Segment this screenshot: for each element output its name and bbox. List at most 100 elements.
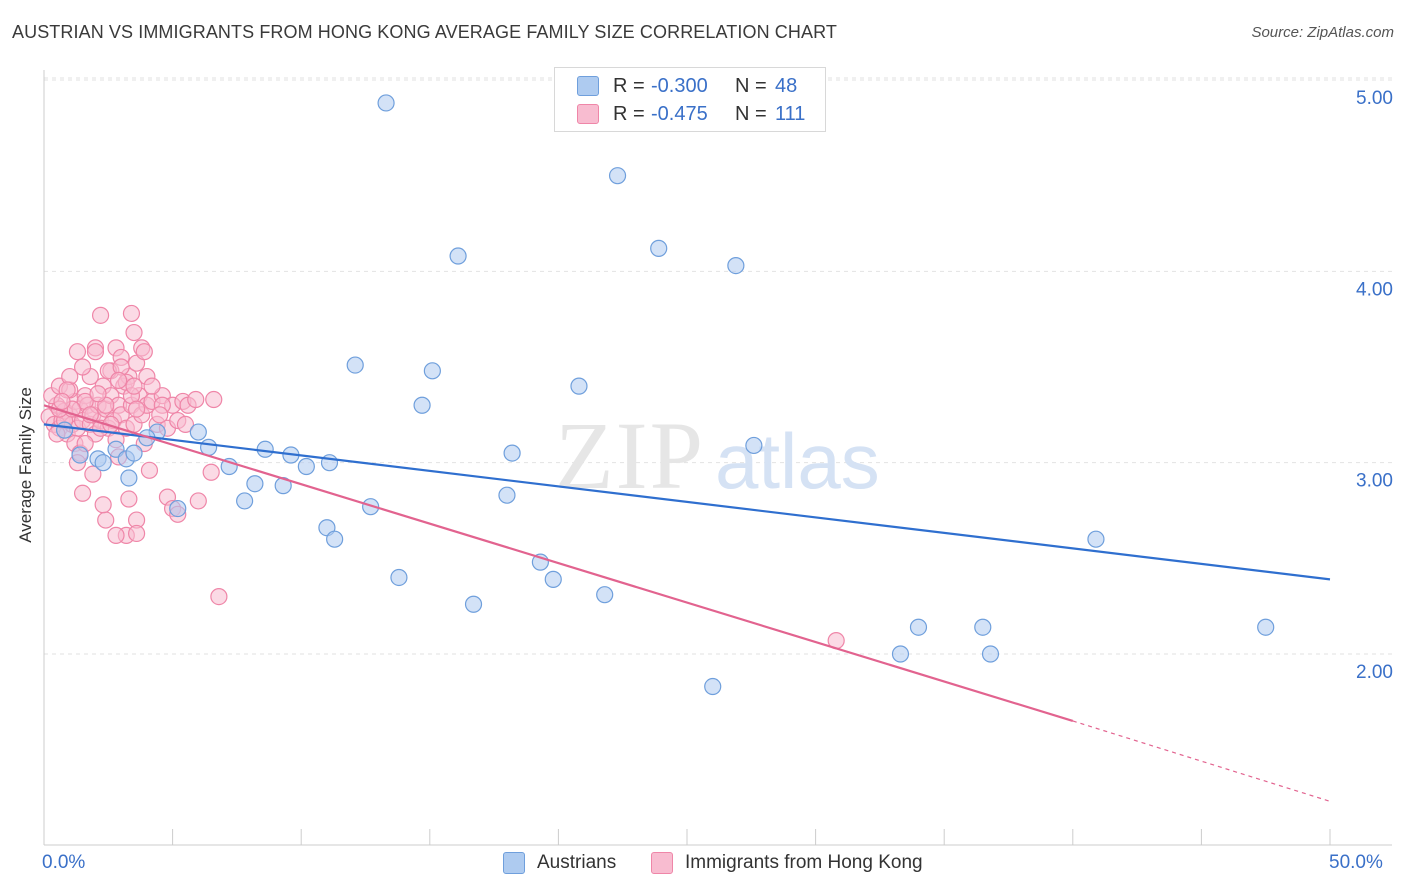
data-point [53, 392, 71, 411]
data-point [413, 396, 431, 414]
data-point [608, 167, 627, 185]
legend-swatch-austrians [503, 852, 525, 874]
x-tick-label-min: 0.0% [42, 852, 86, 873]
data-point [143, 377, 161, 395]
correlation-legend: R = -0.300 N = 48 R = -0.475 N = 111 [554, 67, 826, 132]
data-point [107, 526, 125, 544]
data-point [326, 530, 344, 548]
data-point [84, 465, 102, 483]
data-point [297, 457, 315, 476]
data-point [189, 423, 207, 441]
data-point [727, 256, 745, 275]
data-point [650, 239, 668, 257]
y-tick-labels: 2.00 3.00 4.00 5.00 [1356, 88, 1393, 683]
data-point [125, 377, 143, 395]
y-axis-label: Average Family Size [16, 387, 35, 543]
data-point [94, 496, 112, 514]
legend-label-hong-kong: Immigrants from Hong Kong [685, 852, 923, 873]
data-point [891, 645, 910, 663]
data-point [125, 323, 143, 342]
data-point [151, 406, 169, 424]
legend-n-value: 48 [775, 74, 798, 97]
legend-n-label: N = [735, 74, 767, 97]
y-tick-label: 4.00 [1356, 279, 1393, 300]
data-point [125, 444, 143, 462]
data-point [187, 390, 205, 409]
data-point [390, 568, 408, 587]
data-point [73, 358, 92, 376]
legend-swatch-blue [577, 76, 599, 96]
data-point [205, 390, 223, 409]
data-point [122, 304, 141, 323]
data-point [503, 444, 521, 462]
source-label: Source: ZipAtlas.com [1251, 24, 1394, 41]
data-point [71, 446, 89, 464]
data-point [202, 463, 220, 481]
data-point [135, 343, 153, 361]
gridlines [44, 77, 1392, 655]
data-point [97, 511, 115, 529]
data-point [55, 421, 74, 439]
legend-swatch-hong-kong [651, 852, 673, 874]
legend-n-label: N = [735, 102, 767, 125]
data-point [570, 377, 588, 395]
data-point [464, 595, 483, 613]
data-point [127, 524, 146, 543]
data-point [89, 385, 107, 403]
watermark-zip: ZIP [555, 402, 705, 509]
data-point [140, 461, 159, 479]
data-point [120, 490, 138, 508]
data-point [176, 415, 195, 433]
data-point [127, 400, 146, 418]
legend-row-austrians: R = -0.300 N = 48 [577, 73, 797, 99]
data-point [86, 343, 105, 361]
data-point [1257, 618, 1275, 636]
legend-swatch-pink [577, 104, 599, 124]
data-point [169, 499, 187, 518]
data-point [91, 306, 110, 324]
data-point [596, 586, 614, 604]
x-tick-label-max: 50.0% [1329, 852, 1383, 873]
data-point [423, 362, 441, 380]
data-point [1087, 530, 1105, 548]
data-point [256, 440, 274, 458]
data-point [449, 247, 467, 265]
y-tick-label: 3.00 [1356, 471, 1393, 492]
data-point [909, 618, 928, 636]
trend-line-hong-kong-extension [1072, 720, 1331, 802]
data-point [704, 677, 722, 696]
axes [43, 70, 1392, 846]
legend-r-value: -0.300 [651, 74, 708, 97]
data-point [981, 645, 1000, 663]
legend-label-austrians: Austrians [537, 852, 617, 873]
data-point [974, 618, 992, 636]
trend-lines [43, 404, 1331, 802]
series-austrians [55, 94, 1275, 696]
data-point [362, 498, 380, 516]
legend-r-label: R = [613, 102, 645, 125]
data-point [346, 356, 364, 374]
trend-line-hong-kong [43, 404, 1074, 723]
y-tick-label: 2.00 [1356, 662, 1393, 683]
data-point [210, 587, 228, 606]
data-point [236, 492, 254, 510]
data-point [68, 343, 87, 361]
watermark: ZIP atlas [555, 402, 880, 509]
series-legend: Austrians Immigrants from Hong Kong [0, 852, 1406, 878]
data-point [120, 469, 138, 487]
chart-title: AUSTRIAN VS IMMIGRANTS FROM HONG KONG AV… [12, 22, 837, 42]
data-point [94, 454, 112, 472]
data-point [498, 486, 516, 504]
data-point [544, 570, 562, 588]
data-point [73, 484, 92, 502]
watermark-atlas: atlas [715, 417, 880, 505]
data-point [246, 475, 264, 493]
legend-item-hong-kong[interactable]: Immigrants from Hong Kong [651, 852, 923, 874]
legend-row-hong-kong: R = -0.475 N = 111 [577, 101, 805, 127]
data-point [745, 436, 763, 455]
legend-r-value: -0.475 [651, 102, 708, 125]
data-point [109, 371, 128, 389]
legend-item-austrians[interactable]: Austrians [503, 852, 616, 874]
data-point [189, 492, 207, 510]
